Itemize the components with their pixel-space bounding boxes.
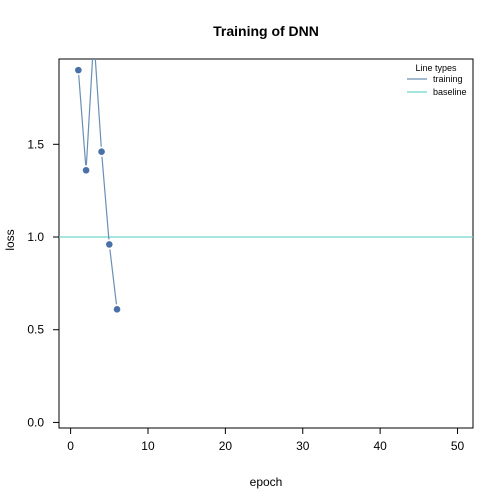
- x-axis-label: epoch: [250, 475, 283, 489]
- series-line-training-segment: [101, 156, 110, 240]
- x-tick-label: 10: [141, 439, 155, 453]
- series-line-training-segment: [85, 59, 94, 166]
- legend-title: Line types: [415, 63, 457, 73]
- plot-frame: [58, 58, 474, 429]
- legend: Line types training baseline: [407, 63, 467, 97]
- x-tick-label: 40: [373, 439, 387, 453]
- training-point: [75, 66, 82, 74]
- x-tick-label: 50: [451, 439, 465, 453]
- y-tick-label: 0.5: [27, 323, 44, 337]
- x-tick-label: 30: [296, 439, 310, 453]
- x-tick-label: 20: [219, 439, 233, 453]
- series-line-training-segment: [109, 249, 118, 305]
- y-tick-label: 1.0: [27, 230, 44, 244]
- chart-title: Training of DNN: [213, 23, 319, 39]
- plot-area: [59, 59, 473, 313]
- training-point: [82, 166, 90, 174]
- legend-label-training: training: [433, 74, 463, 84]
- y-tick-label: 0.0: [27, 415, 44, 429]
- x-axis: 0 10 20 30 40 50: [67, 428, 465, 453]
- series-line-training-segment: [78, 75, 87, 166]
- training-point: [105, 241, 113, 248]
- series-line-training-segment: [94, 59, 102, 147]
- y-tick-label: 1.5: [27, 137, 44, 151]
- training-point: [98, 148, 105, 156]
- y-axis-label: loss: [3, 229, 17, 250]
- y-axis: 0.0 0.5 1.0 1.5: [27, 137, 59, 429]
- legend-label-baseline: baseline: [433, 87, 467, 97]
- training-point: [113, 306, 121, 313]
- x-tick-label: 0: [67, 439, 74, 453]
